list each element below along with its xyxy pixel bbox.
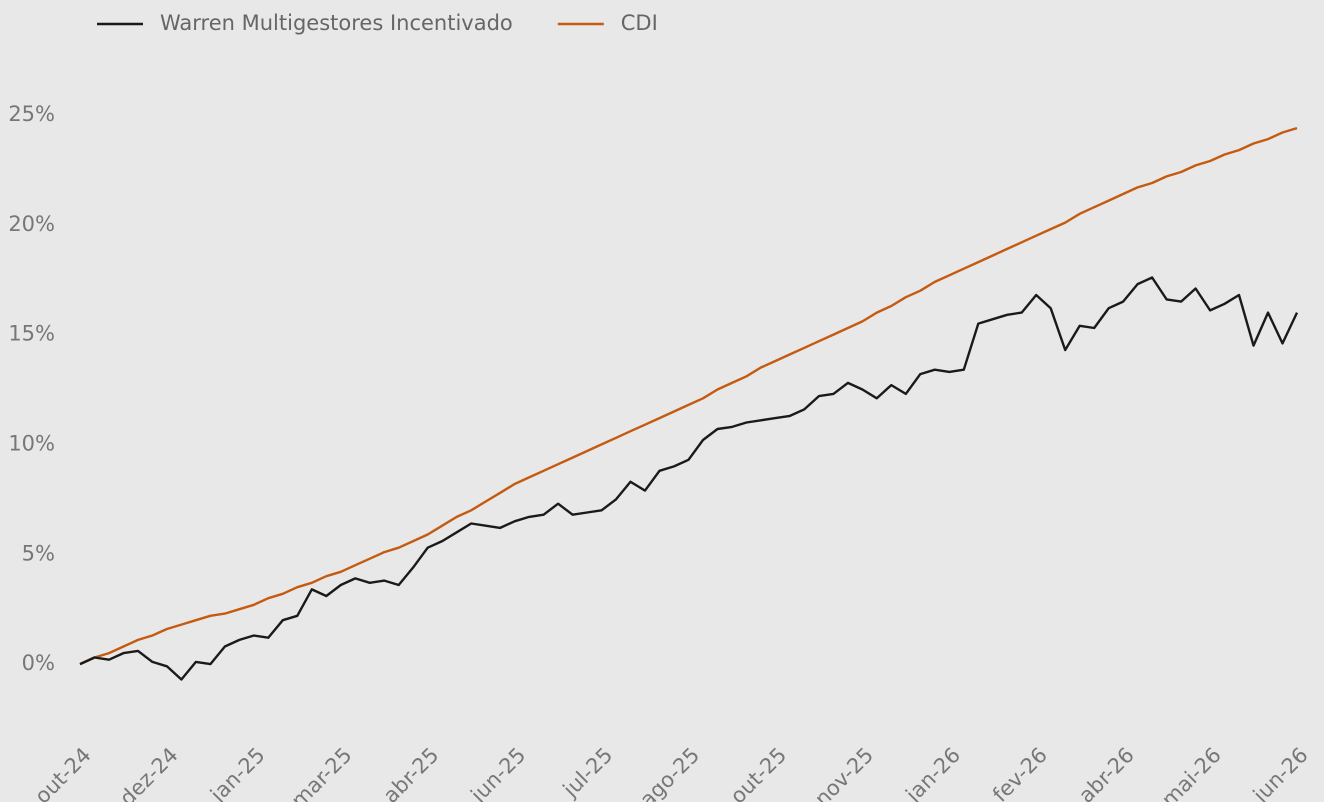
y-tick-label: 25% <box>8 102 55 126</box>
y-tick-label: 20% <box>8 212 55 236</box>
legend-label: CDI <box>621 11 658 35</box>
legend-label: Warren Multigestores Incentivado <box>160 11 513 35</box>
y-tick-label: 10% <box>8 431 55 455</box>
y-tick-label: 0% <box>22 651 55 675</box>
y-tick-label: 15% <box>8 322 55 346</box>
series-line <box>79 276 1299 681</box>
y-tick-label: 5% <box>22 541 55 565</box>
series-line <box>79 126 1298 666</box>
